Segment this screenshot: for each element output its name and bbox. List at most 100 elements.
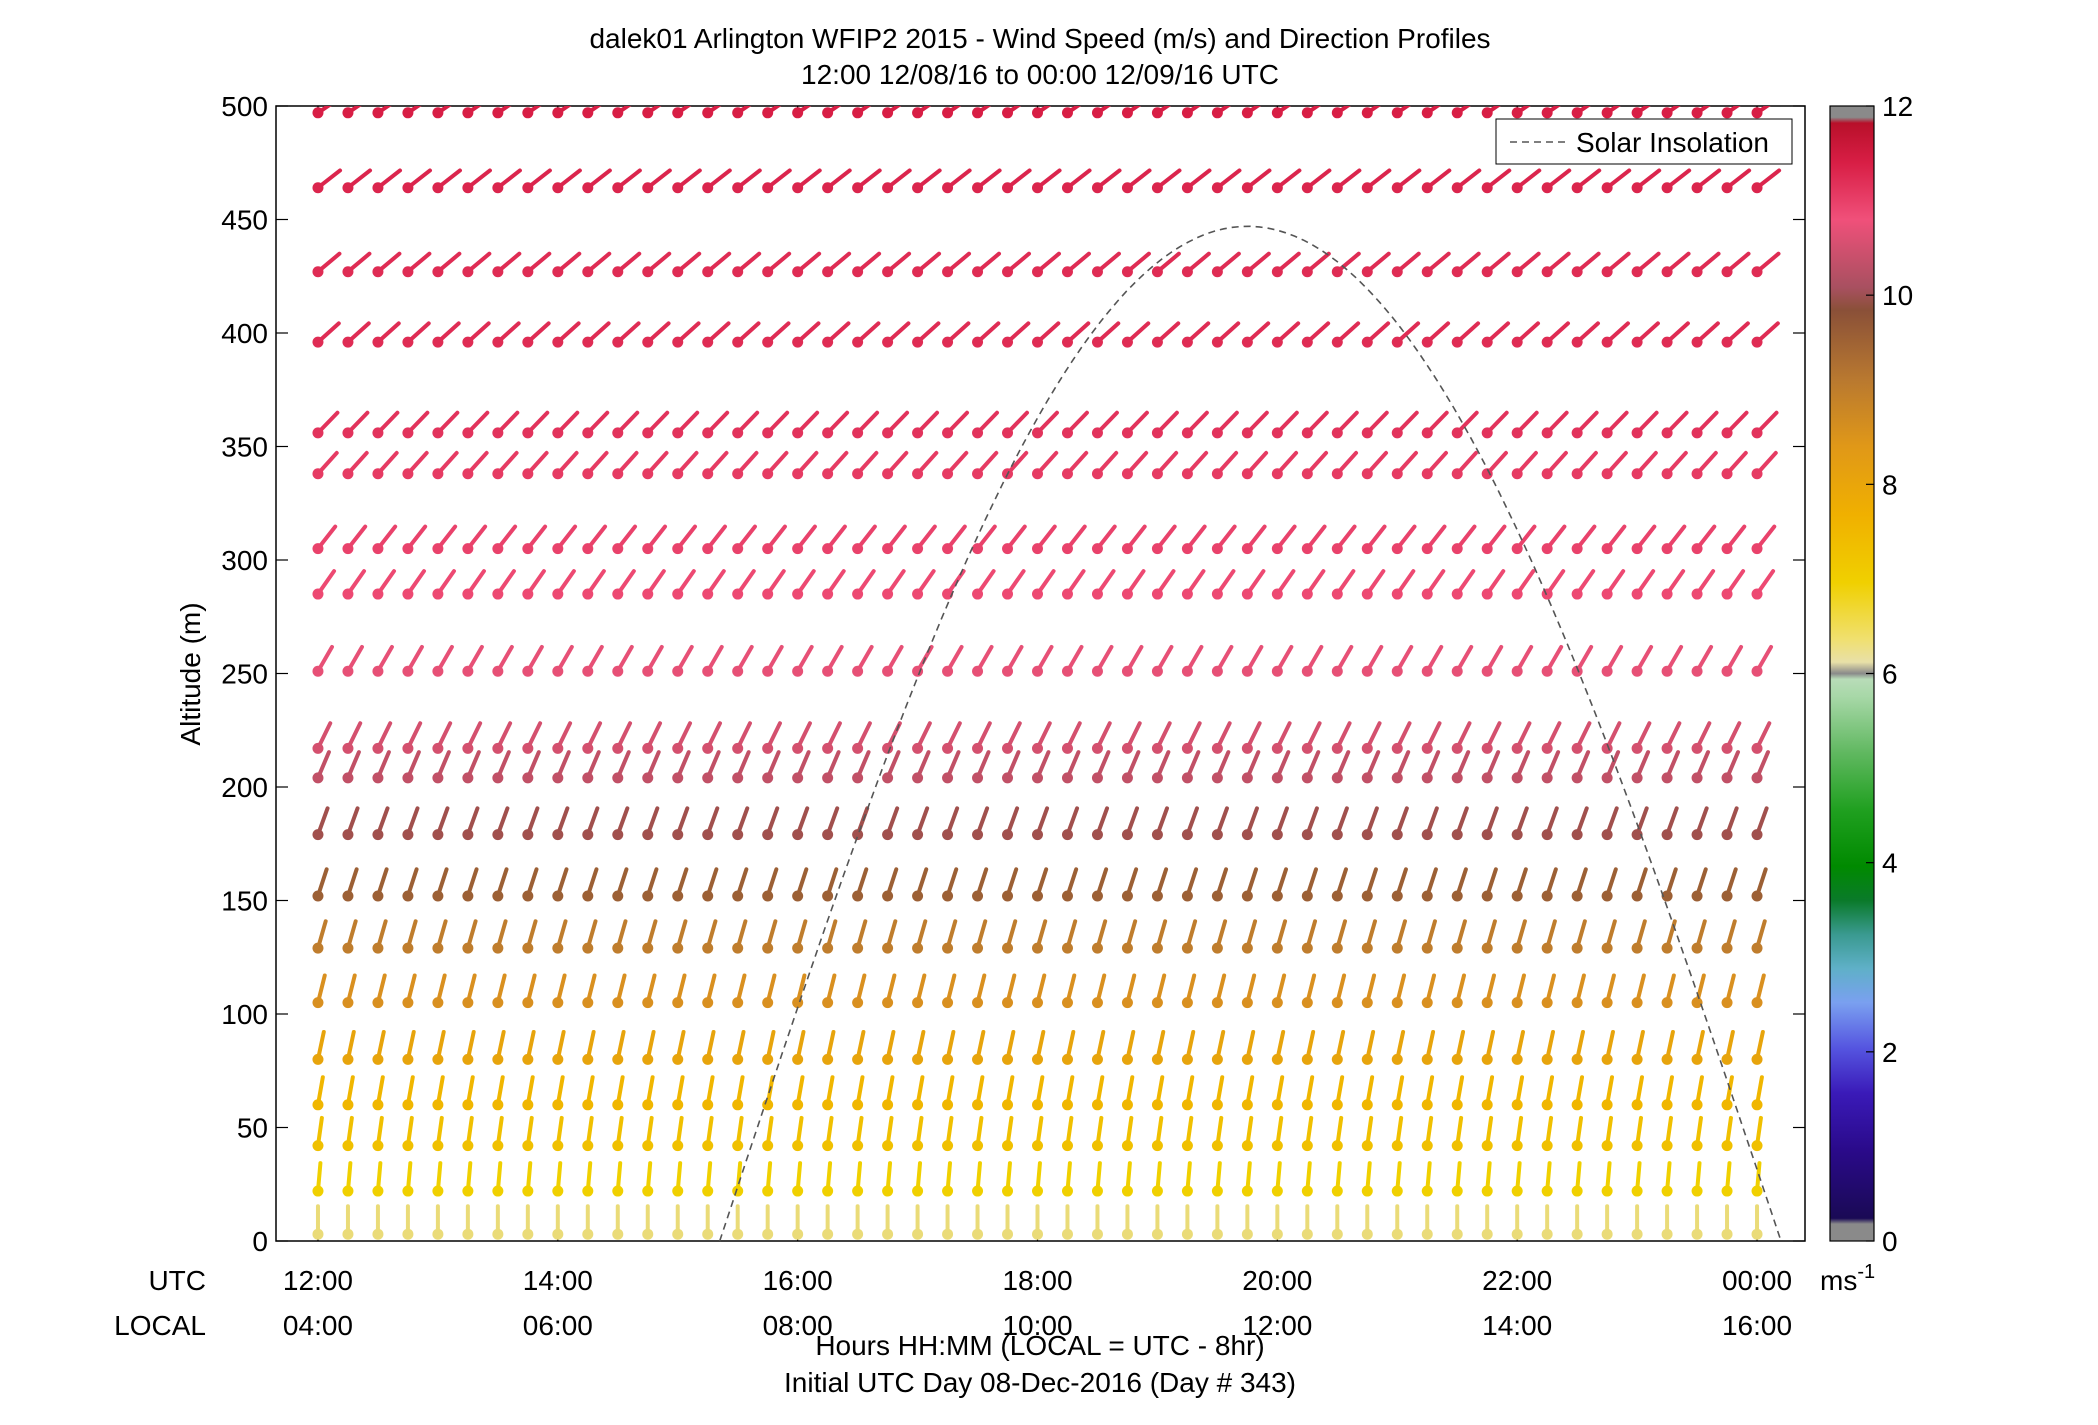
wind-barb [1571,410,1599,439]
wind-barb-dot [1721,1185,1733,1197]
wind-barb-dot [462,942,474,954]
wind-barb [792,251,822,278]
wind-barb [1002,321,1031,348]
wind-barb [1661,1030,1675,1065]
wind-barb-dot [762,1140,774,1152]
wind-barb-dot [342,665,354,677]
wind-barb [1301,1030,1316,1065]
wind-barb-dot [462,588,474,600]
wind-barb-dot [552,588,564,600]
wind-barb [1301,644,1324,677]
wind-barb-dot [1361,468,1373,480]
wind-barb-dot [1331,829,1343,841]
wind-barb-dot [1421,182,1433,194]
wind-barb-dot [702,997,714,1009]
wind-barb [462,721,483,754]
wind-barb [582,919,598,954]
wind-barb [702,251,732,278]
wind-barb-dot [372,665,384,677]
wind-barb-dot [642,427,654,439]
wind-barb-dot [1361,107,1373,119]
wind-barb [402,973,417,1009]
wind-barb-dot [462,890,474,902]
wind-barb-dot [582,829,594,841]
wind-barb-dot [1032,742,1044,754]
wind-barb-dot [342,997,354,1009]
wind-barb-dot [522,997,534,1009]
wind-barb-dot [1541,107,1553,119]
wind-barb-dot [1271,1140,1283,1152]
wind-barb [1481,1030,1496,1065]
wind-barb-dot [972,266,984,278]
wind-barb [372,569,396,600]
wind-barb-dot [912,107,924,119]
wind-barb [1631,867,1648,902]
wind-barb [432,410,460,439]
wind-barb [1601,721,1622,754]
wind-barb-dot [1601,1099,1613,1111]
wind-barb-dot [1241,468,1253,480]
wind-barb-dot [372,588,384,600]
wind-barb [1271,251,1301,278]
wind-barb [1241,251,1271,278]
wind-barb [1451,450,1478,480]
wind-barb [1601,1030,1615,1065]
wind-barb-dot [1181,665,1193,677]
wind-barb-dot [1691,182,1703,194]
wind-barb [1421,251,1451,278]
wind-barb-dot [612,107,624,119]
wind-barb [1751,973,1766,1009]
wind-barb [1721,524,1747,555]
wind-barb [462,168,492,194]
wind-barb-dot [402,1228,414,1240]
wind-barb [1151,644,1174,677]
wind-barb [822,867,839,902]
wind-barb-dot [432,942,444,954]
wind-barb-dot [1481,1099,1493,1111]
wind-barb [1571,450,1598,480]
wind-barb [1061,919,1078,954]
wind-barb-dot [912,336,924,348]
y-tick-label: 300 [221,545,268,576]
wind-barb [1601,321,1630,348]
wind-barb-dot [732,997,744,1009]
wind-barb [552,1030,566,1065]
wind-barb-dot [1451,543,1463,555]
wind-barb-dot [792,107,804,119]
wind-barb-dot [792,1228,804,1240]
wind-barb-dot [1481,588,1493,600]
wind-barb-dot [1661,266,1673,278]
wind-barb-dot [402,543,414,555]
wind-barb [1571,750,1591,784]
wind-barb [612,251,642,278]
wind-barb-dot [1601,266,1613,278]
wind-barb [1421,750,1441,784]
wind-barb-dot [1032,427,1044,439]
wind-barb [1721,168,1752,194]
wind-barb-dot [1061,665,1073,677]
wind-barb [1541,106,1561,119]
wind-barb-dot [1451,890,1463,902]
wind-barb-dot [1451,588,1463,600]
wind-barb-dot [852,182,864,194]
wind-barb [912,321,941,348]
wind-barb [462,1075,475,1111]
wind-barb-dot [672,890,684,902]
wind-barb-dot [972,772,984,784]
x-axis-label: Hours HH:MM (LOCAL = UTC - 8hr) [815,1330,1264,1361]
wind-barb [1541,750,1561,784]
wind-barb-dot [462,1053,474,1065]
wind-barb-dot [1181,942,1193,954]
wind-barb [822,251,852,278]
wind-barb-dot [1601,1228,1613,1240]
wind-barb-dot [1241,1185,1253,1197]
wind-barb [1691,1204,1703,1240]
wind-barb-dot [1661,890,1673,902]
wind-barb [672,168,702,194]
wind-barb-dot [1421,543,1433,555]
wind-barb [822,644,844,677]
wind-barb [882,321,911,348]
wind-barb-dot [822,588,834,600]
wind-barb [402,1030,416,1065]
wind-barb-dot [432,829,444,841]
